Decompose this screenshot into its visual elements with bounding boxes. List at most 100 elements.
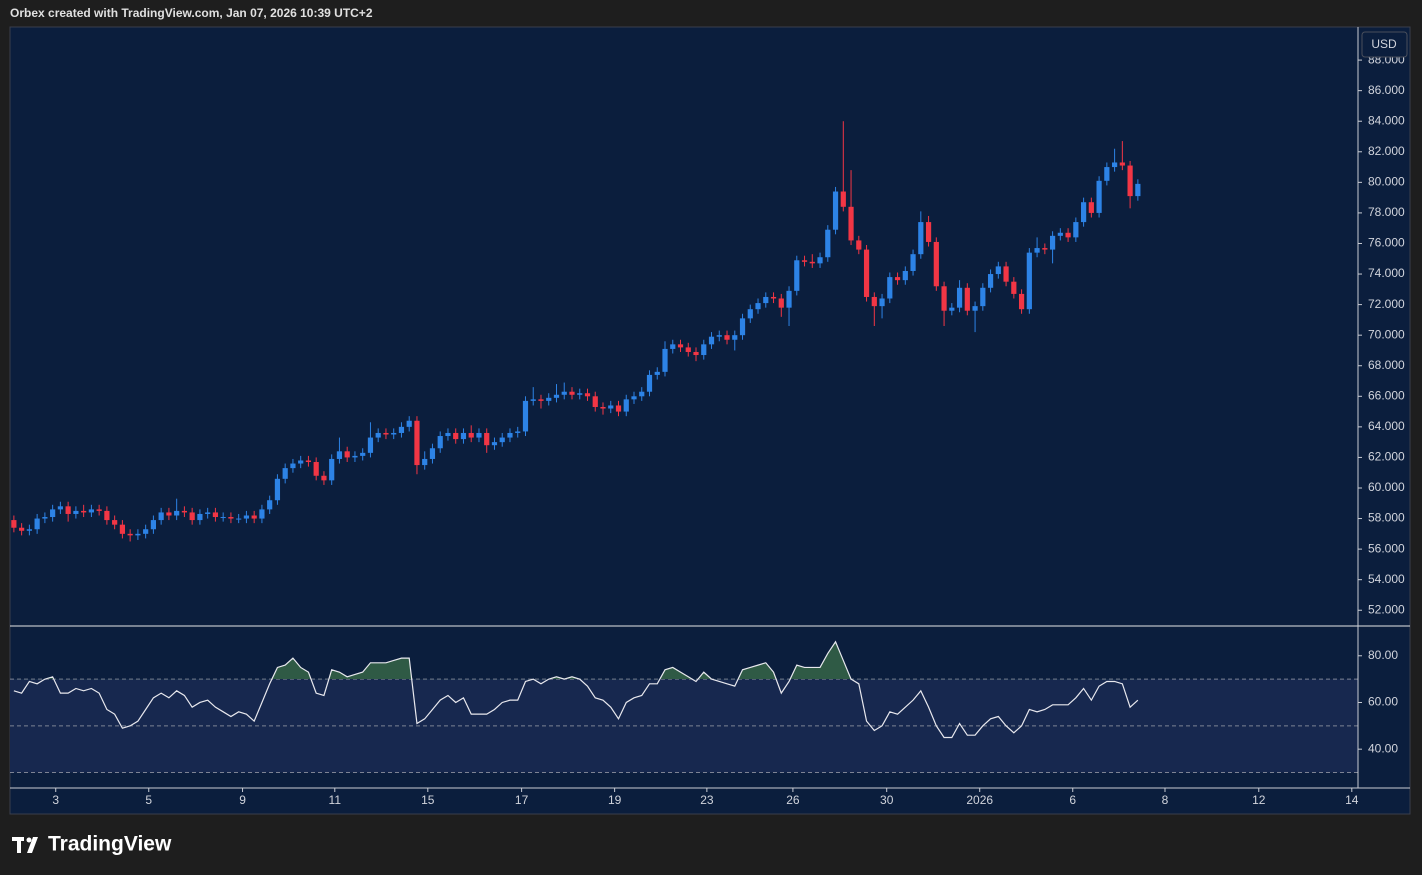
candle-body	[336, 451, 343, 459]
x-tick-label: 19	[608, 793, 622, 807]
candle-body	[530, 399, 536, 401]
candle-body	[112, 520, 118, 525]
y-tick-label: 74.000	[1368, 266, 1405, 280]
candle-body	[19, 527, 25, 531]
y-tick-label: 58.000	[1368, 511, 1405, 525]
y-tick-label: 76.000	[1368, 236, 1405, 250]
y-tick-label: 60.000	[1368, 480, 1405, 494]
candle-body	[817, 257, 823, 264]
candle-body	[577, 393, 583, 395]
candle-body	[507, 432, 513, 438]
candle-body	[422, 458, 428, 466]
candle-body	[685, 347, 691, 352]
candle-body	[887, 277, 893, 299]
candle-body	[941, 286, 947, 311]
logo-shape	[17, 837, 21, 853]
y-tick-label: 72.000	[1368, 297, 1405, 311]
candle-body	[964, 287, 970, 311]
candle-body	[608, 405, 614, 409]
candle-body	[732, 335, 738, 340]
candle-body	[166, 512, 172, 516]
candle-body	[639, 391, 645, 397]
candle-body	[670, 344, 676, 349]
candle-body	[212, 512, 219, 518]
candle-body	[243, 515, 250, 519]
candle-body	[499, 437, 505, 443]
candle-body	[662, 348, 668, 372]
candle-body	[468, 432, 474, 438]
candle-body	[1135, 183, 1141, 197]
candle-body	[522, 400, 529, 432]
y-tick-label: 56.000	[1368, 541, 1405, 555]
x-tick-label: 6	[1069, 793, 1076, 807]
candle-body	[708, 336, 715, 345]
candle-body	[383, 432, 389, 435]
candle-body	[561, 391, 567, 395]
y-tick-label: 54.000	[1368, 572, 1405, 586]
candle-body	[1104, 167, 1110, 181]
rsi-line	[13, 640, 1139, 739]
currency-button[interactable]: USD	[1361, 31, 1408, 58]
candle-body	[592, 396, 598, 407]
candle-body	[871, 296, 877, 307]
candle-body	[980, 287, 986, 307]
x-tick-label: 2026	[966, 793, 993, 807]
candle-body	[879, 298, 885, 307]
candle-body	[825, 229, 831, 258]
candle-body	[42, 517, 48, 519]
candle-body	[910, 254, 916, 271]
candle-body	[646, 374, 653, 392]
candle-body	[1073, 222, 1079, 238]
candle-body	[933, 241, 939, 287]
candle-body	[546, 397, 552, 401]
candle-body	[538, 399, 544, 401]
candle-body	[1026, 252, 1032, 310]
candle-body	[972, 306, 978, 311]
candle-body	[584, 393, 591, 397]
candle-body	[352, 455, 358, 458]
candle-body	[181, 510, 188, 513]
candle-body	[344, 451, 350, 458]
candle-body	[995, 266, 1001, 275]
y-tick-label: 64.000	[1368, 419, 1405, 433]
candle-body	[81, 510, 87, 513]
y-tick-label: 78.000	[1368, 205, 1405, 219]
candle-body	[174, 510, 180, 516]
candle-body	[623, 399, 629, 412]
candle-body	[150, 520, 157, 530]
plot-area: 52.000 54.000 56.000 58.000 60.000 62.000 64.0…	[10, 52, 1405, 807]
candle-body	[259, 509, 265, 519]
candle-body	[1034, 248, 1040, 253]
currency-label[interactable]: USD	[1371, 37, 1397, 51]
candle-body	[1011, 281, 1017, 294]
candle-body	[755, 303, 761, 310]
candle-body	[1119, 162, 1125, 166]
candle-body	[460, 432, 467, 440]
currency-button-box[interactable]	[1361, 31, 1408, 58]
y-tick-label: 40.00	[1368, 741, 1398, 755]
candle-body	[321, 475, 327, 481]
candle-body	[367, 437, 374, 453]
candle-body	[391, 432, 397, 435]
y-tick-label: 80.000	[1368, 175, 1405, 189]
candle-body	[205, 512, 211, 514]
candle-body	[158, 512, 164, 521]
candle-body	[739, 318, 746, 336]
candle-body	[429, 448, 436, 459]
candle-body	[375, 432, 381, 438]
logo-shape	[26, 837, 32, 843]
brand-name: TradingView	[48, 833, 172, 856]
candle-body	[778, 298, 784, 308]
overbought-fill	[13, 641, 1138, 680]
candle-body	[65, 506, 71, 514]
candle-body	[1018, 293, 1025, 310]
candle-body	[329, 458, 335, 481]
y-tick-label: 80.00	[1368, 648, 1398, 662]
x-tick-label: 17	[515, 793, 529, 807]
candle-body	[11, 520, 17, 528]
candle-body	[298, 460, 304, 464]
candle-body	[949, 307, 955, 311]
candle-body	[615, 405, 622, 412]
x-tick-label: 15	[421, 793, 435, 807]
